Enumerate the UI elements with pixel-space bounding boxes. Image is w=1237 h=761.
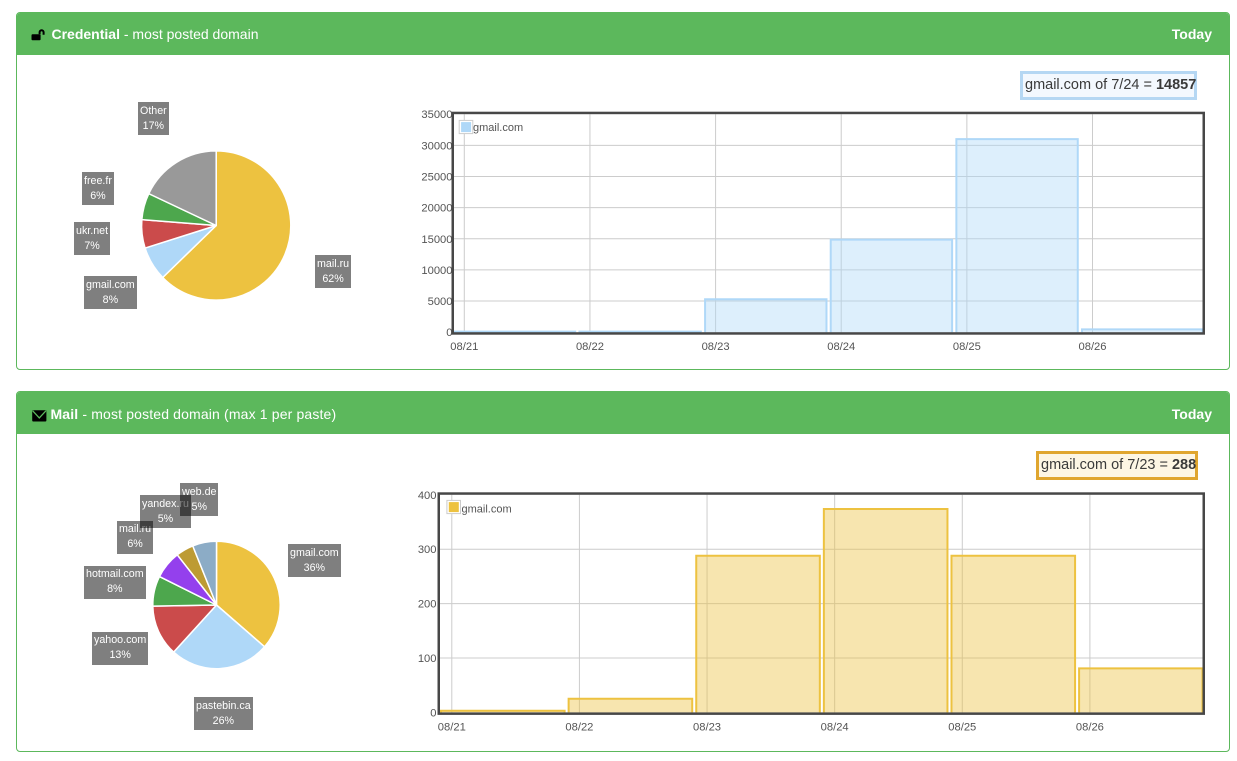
svg-text:300: 300: [418, 544, 437, 556]
svg-text:400: 400: [418, 490, 437, 502]
svg-text:08/25: 08/25: [953, 341, 981, 353]
svg-text:30000: 30000: [421, 140, 452, 152]
svg-text:0: 0: [430, 707, 436, 719]
svg-text:08/21: 08/21: [450, 341, 478, 353]
svg-text:08/22: 08/22: [565, 721, 593, 733]
svg-text:20000: 20000: [421, 203, 452, 215]
svg-text:gmail.com: gmail.com: [462, 503, 512, 515]
svg-text:08/22: 08/22: [576, 341, 604, 353]
svg-text:08/23: 08/23: [702, 341, 730, 353]
svg-text:200: 200: [418, 599, 437, 611]
svg-text:25000: 25000: [421, 171, 452, 183]
svg-text:5000: 5000: [428, 296, 453, 308]
svg-text:08/24: 08/24: [821, 721, 849, 733]
svg-text:08/23: 08/23: [693, 721, 721, 733]
svg-text:35000: 35000: [421, 109, 452, 121]
svg-text:08/25: 08/25: [948, 721, 976, 733]
svg-text:15000: 15000: [421, 234, 452, 246]
svg-text:08/26: 08/26: [1079, 341, 1107, 353]
svg-text:10000: 10000: [421, 265, 452, 277]
svg-text:08/26: 08/26: [1076, 721, 1104, 733]
svg-text:0: 0: [446, 327, 452, 339]
svg-text:08/21: 08/21: [438, 721, 466, 733]
svg-text:08/24: 08/24: [827, 341, 855, 353]
svg-text:gmail.com: gmail.com: [473, 122, 523, 134]
svg-text:100: 100: [418, 653, 437, 665]
